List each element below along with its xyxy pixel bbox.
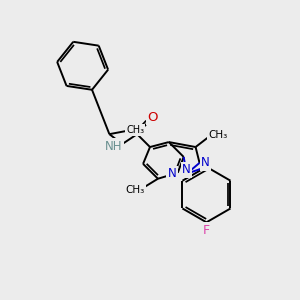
Text: N: N bbox=[182, 163, 191, 176]
Text: CH₃: CH₃ bbox=[125, 184, 145, 195]
Text: F: F bbox=[203, 224, 210, 237]
Text: NH: NH bbox=[105, 140, 122, 152]
Text: CH₃: CH₃ bbox=[126, 125, 144, 135]
Text: O: O bbox=[148, 111, 158, 124]
Text: N: N bbox=[201, 156, 210, 170]
Text: N: N bbox=[167, 167, 176, 180]
Text: CH₃: CH₃ bbox=[209, 130, 228, 140]
